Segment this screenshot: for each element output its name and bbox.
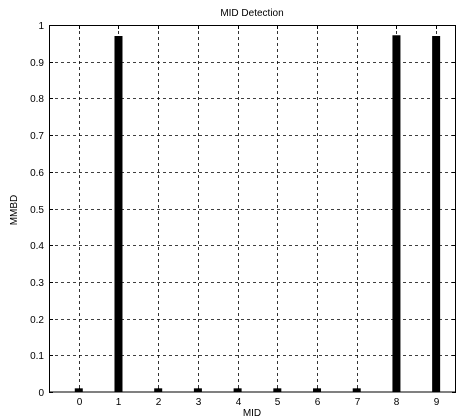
x-tick-label: 2 (156, 397, 162, 408)
y-tick-label: 0.6 (30, 168, 44, 179)
bar-mid-0 (74, 388, 83, 392)
x-tick-label: 7 (355, 397, 361, 408)
x-tick-label: 8 (394, 397, 400, 408)
x-tick-label: 1 (116, 397, 122, 408)
x-tick-label: 6 (315, 397, 321, 408)
y-tick-label: 0.9 (30, 58, 44, 69)
x-tick-label: 9 (434, 397, 440, 408)
chart-title: MID Detection (220, 8, 283, 19)
bar-mid-1 (114, 36, 123, 392)
x-tick-label: 4 (236, 397, 242, 408)
bars (74, 35, 441, 392)
axis-ticks: 0 0.1 0.2 0.3 0.4 0.5 0.6 0.7 0.8 0.9 1 0 1 2 3 4 5 6 7 8 9 (30, 21, 456, 408)
y-tick-label: 0 (38, 388, 44, 399)
bar-mid-3 (193, 388, 202, 392)
bar-mid-7 (352, 388, 361, 392)
bar-mid-8 (392, 35, 401, 392)
y-tick-label: 1 (38, 21, 44, 32)
y-tick-label: 0.4 (30, 241, 44, 252)
y-tick-label: 0.8 (30, 94, 44, 105)
y-tick-label: 0.7 (30, 131, 44, 142)
x-tick-label: 0 (77, 397, 83, 408)
x-tick-label: 5 (275, 397, 281, 408)
x-axis-title: MID (243, 408, 261, 419)
bar-mid-9 (432, 36, 441, 392)
y-axis-title: MMBD (9, 195, 20, 226)
y-tick-label: 0.1 (30, 351, 44, 362)
x-tick-label: 3 (196, 397, 202, 408)
bar-mid-4 (233, 388, 242, 392)
y-tick-label: 0.3 (30, 278, 44, 289)
y-tick-label: 0.5 (30, 205, 44, 216)
y-tick-label: 0.2 (30, 315, 44, 326)
